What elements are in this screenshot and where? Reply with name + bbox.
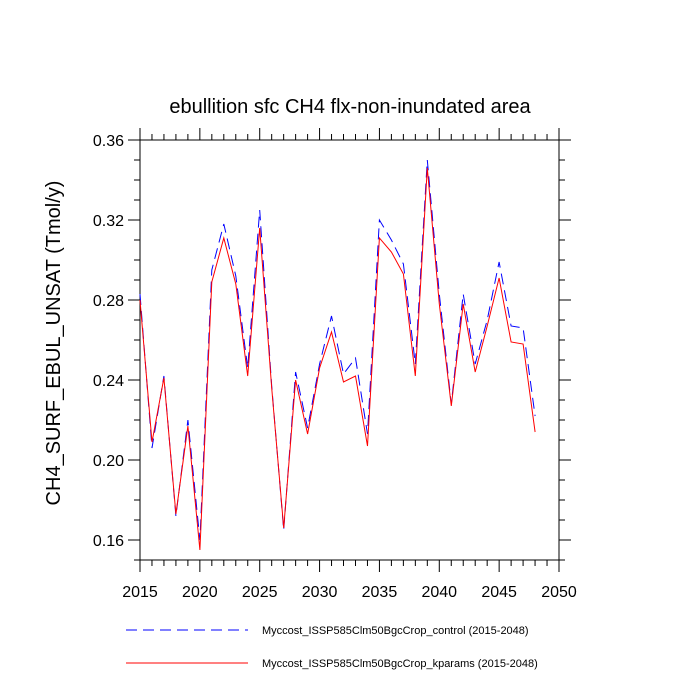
- series-line-2: [139, 167, 536, 551]
- y-tick-label: 0.24: [93, 373, 124, 390]
- y-tick-label: 0.32: [93, 213, 124, 230]
- axis-ticks: [128, 128, 571, 572]
- series-line-1: [139, 159, 536, 541]
- y-axis-label: CH4_SURF_EBUL_UNSAT (Tmol/y): [43, 181, 65, 506]
- x-tick-label: 2035: [362, 584, 398, 601]
- y-tick-labels: 0.16 0.20 0.24 0.28 0.32 0.36: [93, 133, 124, 550]
- chart-title: ebullition sfc CH4 flx-non-inundated are…: [169, 96, 531, 118]
- legend-label-2: Myccost_ISSP585Clm50BgcCrop_kparams (201…: [262, 658, 538, 670]
- x-tick-label: 2040: [421, 584, 457, 601]
- x-tick-label: 2045: [481, 584, 517, 601]
- y-tick-label: 0.28: [93, 293, 124, 310]
- y-tick-label: 0.36: [93, 133, 124, 150]
- y-tick-label: 0.20: [93, 453, 124, 470]
- x-tick-labels: 2015 2020 2025 2030 2035 2040 2045 2050: [122, 584, 577, 601]
- x-tick-label: 2015: [122, 584, 158, 601]
- legend: Myccost_ISSP585Clm50BgcCrop_control (201…: [126, 625, 538, 670]
- plot-area: [139, 139, 560, 561]
- x-tick-label: 2025: [242, 584, 278, 601]
- x-tick-label: 2050: [541, 584, 577, 601]
- series-lines: [139, 159, 536, 551]
- x-tick-label: 2030: [302, 584, 338, 601]
- x-tick-label: 2020: [182, 584, 218, 601]
- y-tick-label: 0.16: [93, 533, 124, 550]
- legend-label-1: Myccost_ISSP585Clm50BgcCrop_control (201…: [262, 625, 529, 637]
